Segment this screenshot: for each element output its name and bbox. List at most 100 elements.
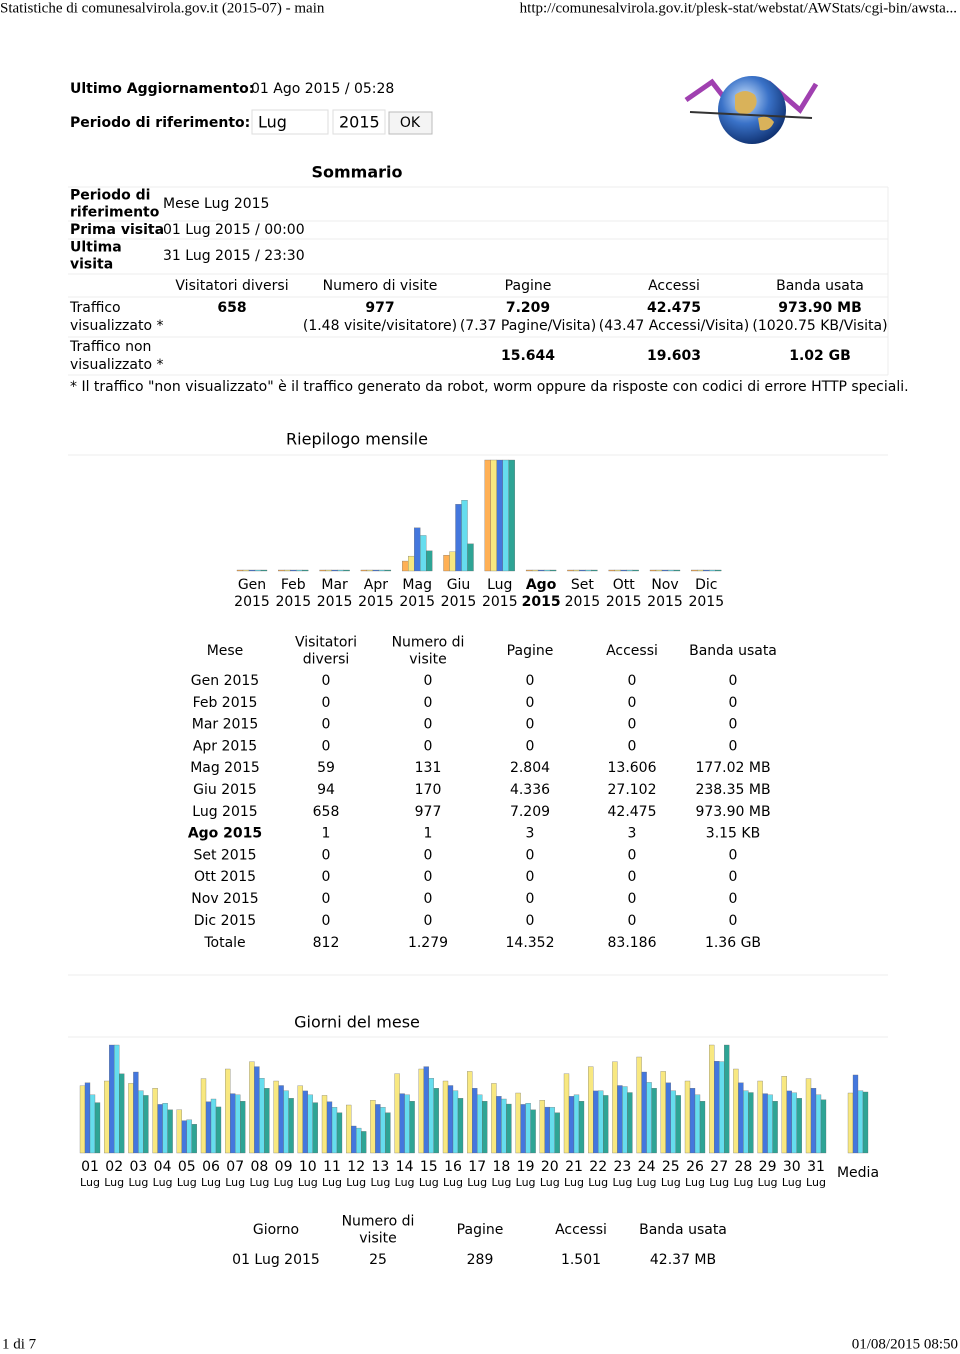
x-tick-sublabel: 2015 — [606, 594, 642, 610]
bar — [360, 569, 368, 572]
bar — [490, 459, 497, 572]
traffic-value: 7.209 — [506, 300, 550, 316]
x-tick-label: 30 — [783, 1159, 801, 1175]
year-select[interactable] — [332, 109, 386, 135]
bar — [215, 1106, 222, 1154]
x-tick-label: 28 — [734, 1159, 752, 1175]
x-tick-label: Mag — [402, 577, 432, 593]
bar — [273, 1080, 279, 1154]
table-cell: Feb 2015 — [193, 695, 258, 711]
table-cell: 0 — [628, 695, 637, 711]
x-tick-sublabel: 2015 — [688, 594, 724, 610]
bar — [738, 1082, 744, 1154]
bar — [544, 1106, 550, 1154]
bar — [152, 1088, 158, 1154]
x-tick-label: 16 — [444, 1159, 462, 1175]
table-cell: 0 — [526, 673, 535, 689]
bar — [772, 1101, 778, 1154]
x-tick-sublabel: 2015 — [234, 594, 270, 610]
bar — [248, 569, 256, 572]
table-cell: Set 2015 — [193, 847, 256, 863]
bar — [408, 555, 415, 572]
bar — [321, 1095, 328, 1154]
table-cell: Nov 2015 — [191, 891, 258, 907]
period-label: Periodo di riferimento: — [70, 115, 250, 131]
x-tick-label: 26 — [686, 1159, 704, 1175]
bar — [319, 569, 326, 572]
x-tick-sublabel: Lug — [322, 1176, 342, 1189]
table-cell: 3.15 KB — [706, 826, 760, 842]
bar — [109, 1044, 115, 1154]
bar — [259, 1078, 265, 1154]
x-tick-sublabel: Lug — [104, 1176, 124, 1189]
table-cell: 2.804 — [510, 760, 550, 776]
bar — [404, 1094, 410, 1154]
table-cell: Giu 2015 — [193, 782, 257, 798]
bar — [84, 1082, 91, 1154]
x-tick-label: 31 — [807, 1159, 825, 1175]
not-viewed-value: 1.02 GB — [789, 348, 851, 364]
bar — [714, 1061, 720, 1154]
month-select[interactable] — [251, 109, 329, 135]
bar — [670, 1090, 676, 1154]
x-tick-sublabel: 2015 — [565, 594, 601, 610]
bar — [506, 1103, 512, 1154]
bar — [627, 1092, 633, 1154]
table-cell: 0 — [628, 913, 637, 929]
bar — [254, 1066, 260, 1154]
bar — [351, 1125, 357, 1154]
bar — [79, 1085, 86, 1154]
x-tick-label: 02 — [105, 1159, 123, 1175]
bar — [810, 1088, 817, 1154]
table-cell: 0 — [526, 869, 535, 885]
table-header: Numero di — [392, 635, 465, 651]
bar — [409, 1101, 415, 1154]
x-tick-label: 27 — [710, 1159, 728, 1175]
table-header: Giorno — [253, 1222, 299, 1238]
x-tick-label: Dic — [695, 577, 717, 593]
bar — [288, 1098, 294, 1154]
bar — [667, 569, 675, 572]
traffic-ratio: (1020.75 KB/Visita) — [752, 318, 887, 334]
bar — [636, 1056, 642, 1154]
table-cell: 0 — [526, 738, 535, 754]
table-cell: 0 — [628, 869, 637, 885]
not-viewed-label: Traffico non — [69, 339, 151, 355]
bar — [162, 1103, 168, 1154]
x-tick-sublabel: Lug — [225, 1176, 245, 1189]
bar — [791, 1092, 797, 1154]
bar — [361, 1131, 367, 1154]
bar — [748, 1092, 754, 1154]
bar — [805, 1078, 812, 1154]
bar — [620, 569, 627, 572]
not-viewed-value: 15.644 — [501, 348, 555, 364]
ok-button[interactable] — [388, 111, 433, 135]
table-cell: 0 — [322, 738, 331, 754]
bar — [660, 1071, 666, 1154]
x-tick-sublabel: Lug — [467, 1176, 487, 1189]
x-tick-label: 11 — [323, 1159, 341, 1175]
x-tick-sublabel: Lug — [153, 1176, 173, 1189]
bar — [433, 1088, 439, 1154]
bar — [337, 569, 344, 572]
x-tick-sublabel: Lug — [274, 1176, 294, 1189]
traffic-label: Traffico — [69, 300, 121, 316]
bar — [235, 1094, 241, 1154]
x-tick-sublabel: Lug — [782, 1176, 802, 1189]
summary-label: Periodo di — [70, 188, 150, 204]
x-tick-label: 18 — [492, 1159, 510, 1175]
bar — [119, 1073, 125, 1154]
table-cell: 59 — [317, 760, 335, 776]
x-tick-label: 14 — [396, 1159, 414, 1175]
table-cell: 0 — [526, 891, 535, 907]
table-header: visite — [409, 652, 446, 668]
x-tick-label: 04 — [154, 1159, 172, 1175]
table-cell: 0 — [729, 913, 738, 929]
x-tick-label: 09 — [275, 1159, 293, 1175]
table-cell: 7.209 — [510, 804, 550, 820]
bar — [133, 1071, 139, 1154]
summary-column: Pagine — [505, 278, 552, 294]
chart-title: Giorni del mese — [294, 1013, 420, 1032]
summary-column: Banda usata — [776, 278, 864, 294]
